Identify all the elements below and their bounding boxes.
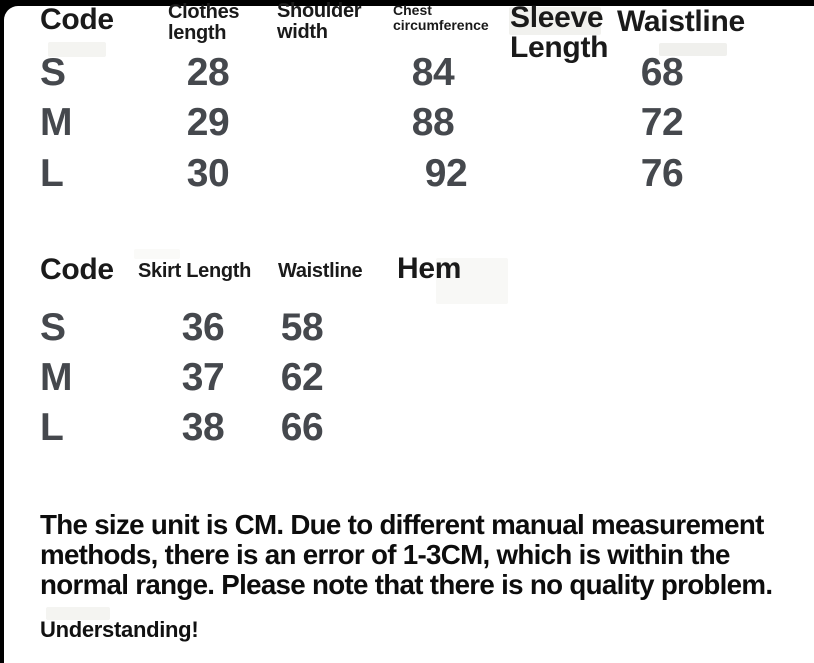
size-code-cell: S (40, 306, 66, 349)
bottom-table-row-m: M 37 62 (0, 356, 814, 400)
ghost-artifact (134, 249, 180, 259)
measurement-note: The size unit is CM. Due to different ma… (40, 510, 806, 600)
waistline-value: 62 (280, 356, 324, 399)
clothes-length-value: 28 (186, 51, 230, 94)
note-line-1: The size unit is CM. Due to different ma… (40, 509, 764, 540)
skirt-length-value: 38 (181, 406, 225, 449)
chest-circumference-value: 88 (411, 101, 455, 144)
bottom-table-row-s: S 36 58 (0, 306, 814, 350)
waistline-value: 68 (640, 51, 684, 94)
top-table-header-sleeve-length: Sleeve Length (510, 1, 609, 64)
ghost-artifact (48, 42, 106, 57)
top-table-header-clothes-length: Clothes length (168, 1, 240, 44)
size-chart-sheet (4, 6, 814, 663)
top-table-header-code: Code (40, 3, 114, 36)
chest-circumference-value: 84 (411, 51, 455, 94)
size-code-cell: S (40, 51, 66, 94)
ghost-artifact (46, 607, 110, 620)
top-table-row-s: S 28 84 68 (0, 51, 814, 95)
size-code-cell: M (40, 356, 73, 399)
waistline-value: 72 (640, 101, 684, 144)
waistline-value: 66 (280, 406, 324, 449)
waistline-value: 76 (640, 152, 684, 195)
chest-circumference-value: 92 (424, 152, 468, 195)
clothes-length-value: 29 (186, 101, 230, 144)
note-line-3: normal range. Please note that there is … (40, 569, 773, 600)
understanding-text: Understanding! (40, 617, 199, 642)
ghost-artifact (436, 258, 508, 304)
waistline-value: 58 (280, 306, 324, 349)
top-table-row-l: L 30 92 76 (0, 152, 814, 196)
ghost-artifact (509, 7, 601, 35)
top-table-header-waistline: Waistline (617, 5, 745, 38)
top-table-header-shoulder-width: Shoulder width (277, 0, 362, 43)
bottom-table-row-l: L 38 66 (0, 406, 814, 450)
skirt-length-value: 37 (181, 356, 225, 399)
bottom-table-header-skirt-length: Skirt Length (138, 260, 252, 282)
size-code-cell: M (40, 101, 73, 144)
note-line-2: methods, there is an error of 1-3CM, whi… (40, 539, 730, 570)
ghost-artifact (659, 43, 727, 56)
size-code-cell: L (40, 152, 64, 195)
bottom-table-header-waistline: Waistline (278, 260, 363, 282)
top-table-header-chest-circumference: Chest circumference (393, 2, 489, 33)
size-code-cell: L (40, 406, 64, 449)
bottom-table-header-hem: Hem (397, 252, 462, 285)
bottom-table-header-code: Code (40, 253, 114, 286)
skirt-length-value: 36 (181, 306, 225, 349)
clothes-length-value: 30 (186, 152, 230, 195)
top-table-row-m: M 29 88 72 (0, 101, 814, 145)
